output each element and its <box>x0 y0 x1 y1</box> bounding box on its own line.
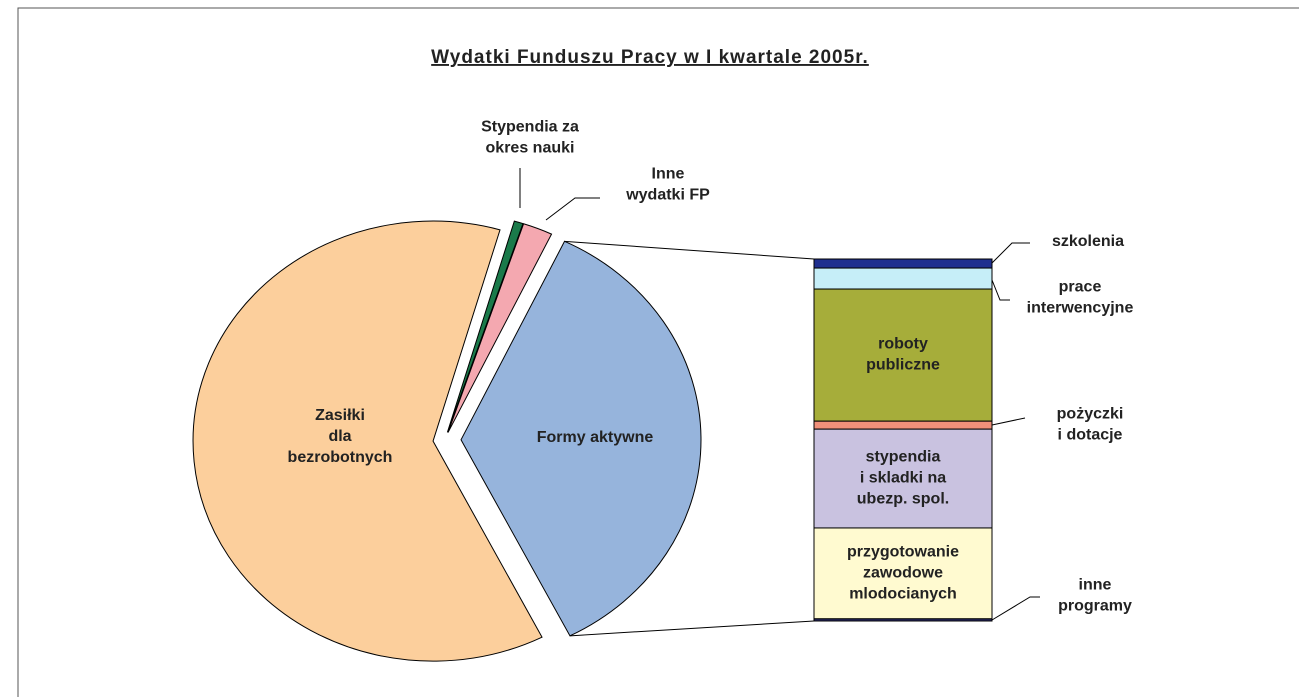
pie-slice <box>446 220 524 433</box>
bar-label: prace interwencyjne <box>1027 279 1134 317</box>
connector-line <box>564 240 815 260</box>
pie-label: Stypendia za okres nauki <box>481 119 579 157</box>
bar-segment <box>813 258 993 269</box>
pie-slice <box>460 240 702 637</box>
pie-label: Zasiłki dla bezrobotnych <box>288 407 393 466</box>
bar-label: inne programy <box>1058 577 1132 615</box>
leader-line <box>545 197 600 221</box>
bar-label: przygotowanie zawodowe mlodocianych <box>847 544 959 603</box>
connector-line <box>569 620 815 637</box>
bar-segment <box>813 618 993 622</box>
leader-line <box>991 279 1010 301</box>
pie-label: Formy aktywne <box>537 429 654 446</box>
bar-label: stypendia i skladki na ubezp. spol. <box>857 449 949 508</box>
pie-slice <box>447 223 553 433</box>
chart-title: Wydatki Funduszu Pracy w I kwartale 2005… <box>431 47 869 68</box>
bar-label: szkolenia <box>1052 233 1124 250</box>
leader-lines <box>519 168 1040 621</box>
bar-segment <box>813 288 993 422</box>
leader-line <box>991 417 1026 426</box>
bar-segment <box>813 428 993 529</box>
leader-line <box>991 596 1040 621</box>
pie-label: Inne wydatki FP <box>625 166 710 204</box>
bar-label: roboty publiczne <box>866 336 940 374</box>
pie-slice <box>192 220 543 662</box>
bar-segment <box>813 527 993 620</box>
bar-label: pożyczki i dotacje <box>1057 406 1124 444</box>
bar-segment <box>813 267 993 290</box>
leader-line <box>991 242 1030 264</box>
bar-segment <box>813 420 993 430</box>
